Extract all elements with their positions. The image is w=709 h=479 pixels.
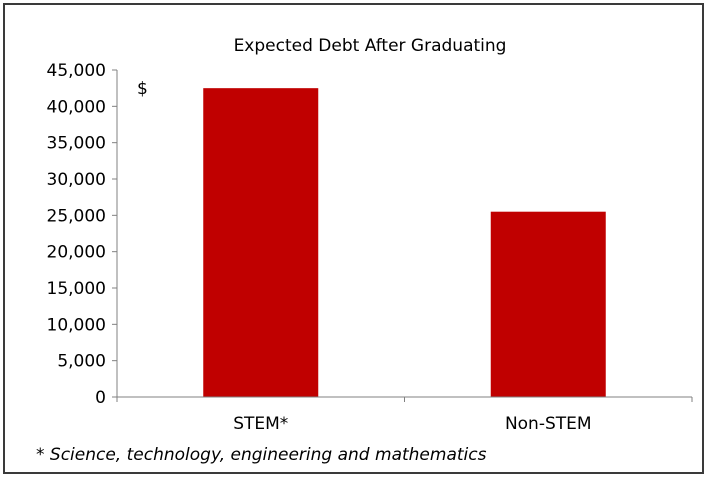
y-tick-label: 5,000 (57, 352, 106, 372)
y-tick-label: 25,000 (47, 206, 106, 226)
y-tick-label: 40,000 (47, 97, 106, 117)
y-axis-ticks: 0 5,000 10,000 15,000 20,000 25,000 30,000 35,0… (47, 61, 117, 408)
chart-title: Expected Debt After Graduating (234, 36, 507, 56)
y-tick-label: 0 (95, 388, 106, 408)
y-tick-label: 20,000 (47, 243, 106, 263)
x-axis-ticks: STEM* Non-STEM (116, 397, 693, 434)
y-tick-label: 35,000 (47, 134, 106, 154)
y-tick-label: 45,000 (47, 61, 106, 81)
bar-non-stem (490, 211, 606, 397)
x-category-label: STEM* (233, 414, 288, 434)
x-category-label: Non-STEM (505, 414, 592, 434)
y-axis-unit-label: $ (137, 79, 148, 99)
chart-footnote: * Science, technology, engineering and m… (36, 445, 487, 465)
y-tick-label: 30,000 (47, 170, 106, 190)
y-tick-label: 15,000 (47, 279, 106, 299)
bar-stem (203, 88, 319, 398)
bars (203, 88, 606, 398)
y-tick-label: 10,000 (47, 315, 106, 335)
